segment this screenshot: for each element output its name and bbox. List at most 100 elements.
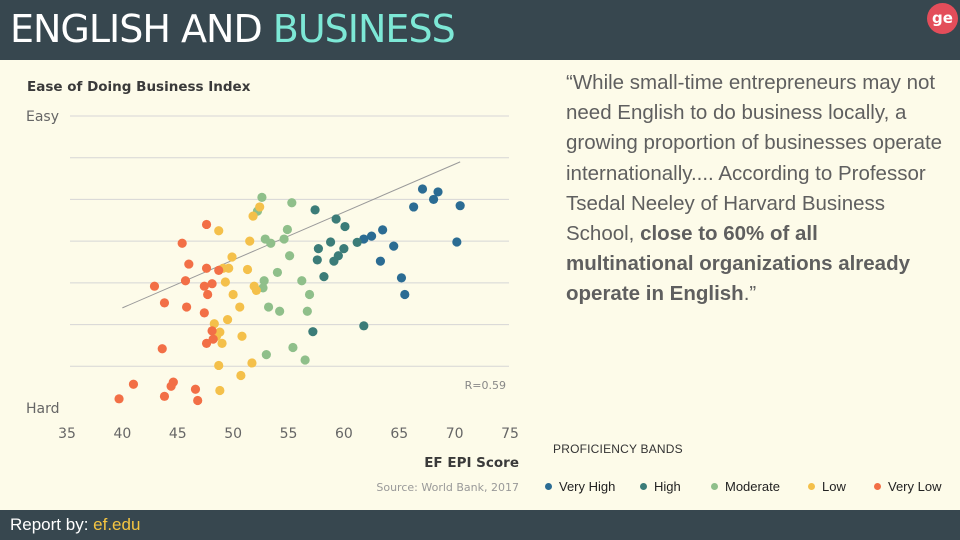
- point-high-8: [312, 255, 322, 265]
- point-high-2: [340, 221, 350, 232]
- report-credit: Report by: ef.edu: [10, 515, 140, 535]
- point-low-13: [222, 314, 233, 325]
- legend-item-very-high: Very High: [545, 479, 615, 494]
- quote-text-1: “While small-time entrepreneurs may not …: [566, 71, 943, 246]
- point-very-high-12: [400, 289, 410, 300]
- x-tick-labels: 35 40 45 50 55 60 65 70 75: [58, 426, 519, 442]
- point-moderate-8: [272, 267, 283, 278]
- title-main: ENGLISH AND: [10, 7, 273, 51]
- x-tick-5: 60: [335, 426, 353, 442]
- chart-title: Ease of Doing Business Index: [27, 79, 251, 95]
- point-moderate-11: [297, 276, 307, 286]
- point-very-low-10: [159, 298, 170, 308]
- legend-label-very-high: Very High: [559, 479, 616, 494]
- point-very-high-2: [428, 194, 439, 205]
- legend-label-low: Low: [822, 479, 846, 494]
- point-moderate-6: [279, 234, 289, 244]
- point-high-0: [310, 205, 320, 215]
- page-title: ENGLISH AND BUSINESS: [10, 7, 456, 51]
- point-very-low-13: [207, 326, 217, 336]
- point-moderate-16: [288, 342, 298, 353]
- r-value-annotation: R=0.59: [465, 379, 506, 392]
- point-moderate-3: [282, 224, 292, 235]
- legend-dot-very-low: [874, 483, 881, 490]
- point-moderate-9: [259, 276, 269, 286]
- point-low-2: [214, 226, 224, 236]
- point-low-22: [215, 385, 225, 396]
- point-very-high-3: [455, 201, 465, 211]
- footer-bar: Report by: ef.edu: [0, 510, 960, 540]
- point-low-21: [236, 370, 246, 381]
- point-very-low-19: [166, 381, 176, 391]
- point-low-3: [245, 236, 255, 246]
- title-highlight: BUSINESS: [272, 7, 456, 51]
- legend-label-very-low: Very Low: [888, 479, 942, 494]
- point-low-20: [247, 358, 257, 368]
- x-tick-2: 45: [169, 426, 187, 442]
- x-tick-6: 65: [390, 426, 408, 442]
- point-very-high-8: [389, 241, 399, 251]
- point-very-high-4: [409, 202, 419, 212]
- legend-dot-high: [640, 483, 647, 490]
- point-very-low-17: [128, 379, 139, 389]
- point-very-high-6: [366, 231, 377, 241]
- legend-item-moderate: Moderate: [711, 479, 780, 494]
- y-label-easy: Easy: [26, 109, 59, 125]
- point-moderate-0: [257, 192, 267, 202]
- point-very-high-1: [433, 187, 443, 197]
- point-low-14: [209, 319, 219, 329]
- x-tick-8: 75: [501, 426, 519, 442]
- point-low-7: [242, 264, 253, 275]
- point-low-19: [214, 360, 224, 371]
- point-high-3: [352, 237, 362, 247]
- point-very-low-12: [199, 308, 209, 318]
- legend-dot-moderate: [711, 483, 718, 490]
- data-points: [114, 184, 465, 406]
- legend-item-low: Low: [808, 479, 846, 494]
- point-low-8: [220, 277, 230, 287]
- quote-text-2: .”: [743, 282, 757, 306]
- legend-dot-very-high: [545, 483, 552, 490]
- point-low-11: [251, 285, 261, 295]
- point-very-low-21: [114, 394, 124, 404]
- x-tick-4: 55: [280, 426, 298, 442]
- point-very-low-0: [201, 219, 212, 230]
- point-very-low-5: [180, 276, 191, 286]
- point-very-low-20: [190, 384, 201, 394]
- point-very-low-7: [199, 281, 209, 291]
- point-low-12: [235, 302, 245, 312]
- point-moderate-17: [261, 350, 271, 360]
- point-very-low-16: [157, 344, 167, 354]
- point-very-low-2: [184, 259, 194, 269]
- point-very-high-10: [375, 256, 386, 266]
- point-very-low-14: [208, 334, 218, 344]
- legend-label-moderate: Moderate: [725, 479, 780, 494]
- quote-text-bold: close to 60% of all multinational organi…: [566, 222, 911, 306]
- point-very-low-1: [177, 238, 187, 248]
- point-moderate-1: [287, 198, 297, 208]
- point-high-10: [319, 272, 329, 282]
- point-very-high-9: [452, 237, 462, 247]
- x-tick-7: 70: [446, 426, 464, 442]
- report-link[interactable]: ef.edu: [93, 515, 141, 534]
- point-moderate-7: [285, 251, 295, 261]
- point-low-10: [228, 289, 238, 300]
- ef-logo: ge: [927, 3, 958, 34]
- point-very-low-15: [201, 338, 212, 348]
- point-very-low-9: [203, 289, 213, 300]
- chart-gridlines: [70, 115, 509, 367]
- legend-title: PROFICIENCY BANDS: [553, 442, 683, 456]
- report-label: Report by:: [10, 515, 94, 534]
- legend-item-very-low: Very Low: [874, 479, 941, 494]
- header-bar: ENGLISH AND BUSINESS ge: [0, 0, 960, 60]
- point-very-high-5: [378, 225, 388, 235]
- point-high-5: [313, 244, 324, 254]
- quote-block: “While small-time entrepreneurs may not …: [566, 68, 950, 310]
- x-tick-0: 35: [58, 426, 76, 442]
- y-label-hard: Hard: [26, 401, 60, 417]
- x-tick-1: 40: [113, 426, 131, 442]
- point-moderate-5: [266, 238, 276, 248]
- point-low-6: [224, 263, 234, 273]
- legend-item-high: High: [640, 479, 681, 494]
- point-very-high-11: [396, 273, 407, 283]
